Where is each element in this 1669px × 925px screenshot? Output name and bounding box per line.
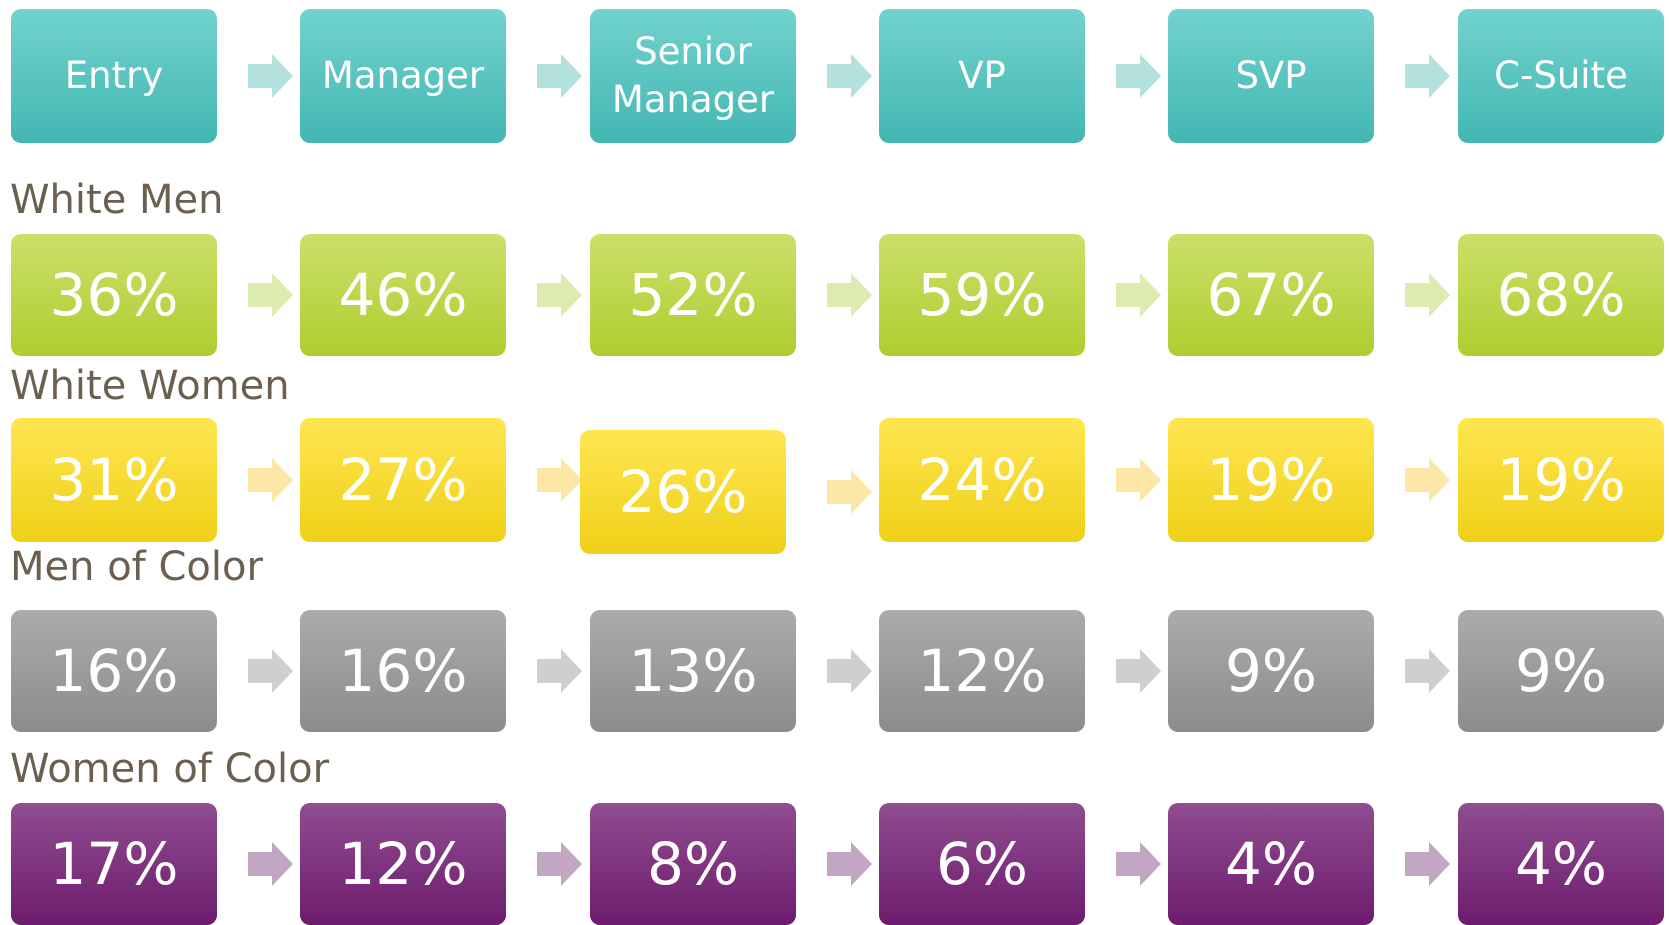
arrow xyxy=(1116,649,1161,693)
value-box: 16% xyxy=(11,610,217,732)
group-label: Women of Color xyxy=(10,746,330,792)
arrow xyxy=(248,458,293,502)
value-box: 19% xyxy=(1458,418,1664,542)
value-box: 16% xyxy=(300,610,506,732)
value-box: 27% xyxy=(300,418,506,542)
arrow xyxy=(1405,273,1450,317)
value-box: 17% xyxy=(11,803,217,925)
arrow xyxy=(827,273,872,317)
arrow xyxy=(827,649,872,693)
value-box: 9% xyxy=(1458,610,1664,732)
arrow xyxy=(1405,649,1450,693)
stage-box: SVP xyxy=(1168,9,1374,143)
group-label: White Men xyxy=(10,177,224,223)
arrow xyxy=(537,842,582,886)
value-box: 24% xyxy=(879,418,1085,542)
arrow xyxy=(248,54,293,98)
stage-box: VP xyxy=(879,9,1085,143)
value-box: 9% xyxy=(1168,610,1374,732)
arrow xyxy=(537,54,582,98)
value-box: 59% xyxy=(879,234,1085,356)
value-box: 46% xyxy=(300,234,506,356)
stage-box: Senior Manager xyxy=(590,9,796,143)
value-box: 6% xyxy=(879,803,1085,925)
value-box: 68% xyxy=(1458,234,1664,356)
arrow xyxy=(537,458,582,502)
arrow xyxy=(1405,54,1450,98)
arrow xyxy=(248,842,293,886)
arrow xyxy=(1405,842,1450,886)
value-box: 4% xyxy=(1458,803,1664,925)
group-label: White Women xyxy=(10,363,290,409)
stage-box: Manager xyxy=(300,9,506,143)
arrow xyxy=(827,54,872,98)
stage-box: C-Suite xyxy=(1458,9,1664,143)
arrow xyxy=(537,273,582,317)
arrow xyxy=(827,842,872,886)
stage-box: Entry xyxy=(11,9,217,143)
arrow xyxy=(1405,458,1450,502)
arrow xyxy=(827,470,872,514)
value-box: 26% xyxy=(580,430,786,554)
value-box: 8% xyxy=(590,803,796,925)
group-label: Men of Color xyxy=(10,544,263,590)
arrow xyxy=(1116,458,1161,502)
arrow xyxy=(1116,842,1161,886)
arrow xyxy=(1116,54,1161,98)
value-box: 12% xyxy=(300,803,506,925)
value-box: 36% xyxy=(11,234,217,356)
arrow xyxy=(1116,273,1161,317)
value-box: 31% xyxy=(11,418,217,542)
value-box: 67% xyxy=(1168,234,1374,356)
value-box: 12% xyxy=(879,610,1085,732)
arrow xyxy=(537,649,582,693)
arrow xyxy=(248,273,293,317)
value-box: 13% xyxy=(590,610,796,732)
arrow xyxy=(248,649,293,693)
value-box: 4% xyxy=(1168,803,1374,925)
value-box: 52% xyxy=(590,234,796,356)
value-box: 19% xyxy=(1168,418,1374,542)
